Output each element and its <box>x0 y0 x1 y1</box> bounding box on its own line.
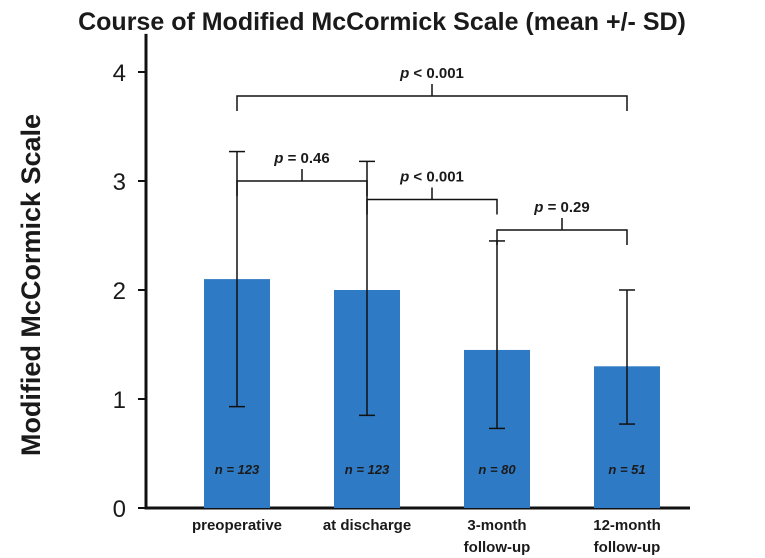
x-tick-label: follow-up <box>464 539 531 556</box>
p-value-label: p < 0.001 <box>399 169 464 186</box>
p-value-label: p < 0.001 <box>399 65 464 82</box>
significance-bracket <box>236 169 368 196</box>
n-label: n = 123 <box>345 462 390 477</box>
significance-bracket <box>366 187 498 215</box>
n-label: n = 123 <box>215 462 260 477</box>
y-tick-label: 2 <box>113 278 126 305</box>
n-label: n = 51 <box>608 462 645 477</box>
y-tick-label: 3 <box>113 169 126 196</box>
x-tick-label: 3-month <box>467 517 526 534</box>
y-axis-label: Modified McCormick Scale <box>16 114 46 456</box>
significance-bracket <box>236 83 628 111</box>
y-tick-label: 1 <box>113 387 126 414</box>
plot-area: 0 1 2 3 4 n = 123 preoperative n = 123 at discha… <box>113 33 690 556</box>
p-value-label: p = 0.46 <box>273 150 329 167</box>
x-tick-label: at discharge <box>323 517 411 534</box>
x-tick-label: 12-month <box>593 517 661 534</box>
n-label: n = 80 <box>478 462 516 477</box>
significance-bracket <box>496 218 628 246</box>
y-tick-label: 4 <box>113 60 126 87</box>
x-tick-label: follow-up <box>594 539 661 556</box>
chart-title: Course of Modified McCormick Scale (mean… <box>78 8 686 36</box>
y-tick-label: 0 <box>113 496 126 523</box>
p-value-label: p = 0.29 <box>533 199 589 216</box>
x-tick-label: preoperative <box>192 517 282 534</box>
